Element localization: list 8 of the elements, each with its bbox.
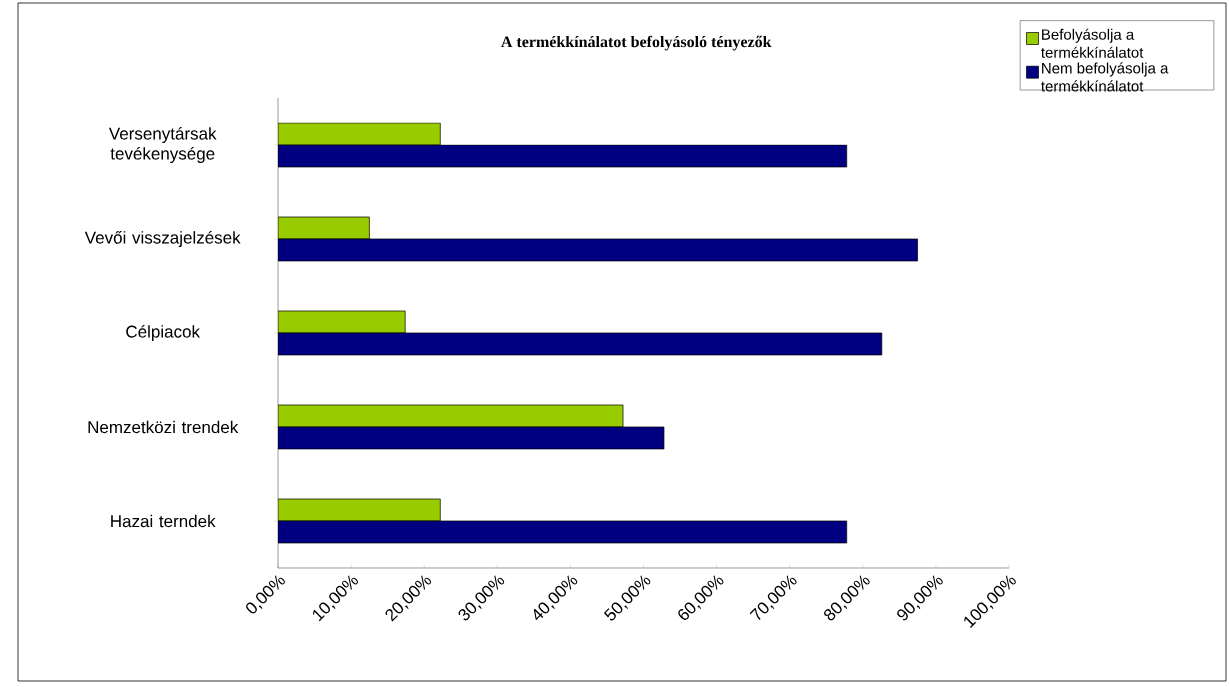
y-tick-label: Vevői visszajelzések [84, 230, 241, 248]
y-tick-label: Versenytársak tevékenysége [108, 126, 217, 164]
y-tick-label: Nemzetközi trendek [88, 420, 239, 434]
y-tick-label: Hazai terndek [111, 514, 216, 528]
y-tick-label: Célpiacok [126, 324, 201, 342]
legend-label: Nem befolyásolja a termékkínálatot [1041, 62, 1169, 92]
chart-title: A termékkínálatot befolyásoló tényezők [501, 35, 772, 51]
legend-label: Befolyásolja a termékkínálatot [1041, 28, 1144, 58]
